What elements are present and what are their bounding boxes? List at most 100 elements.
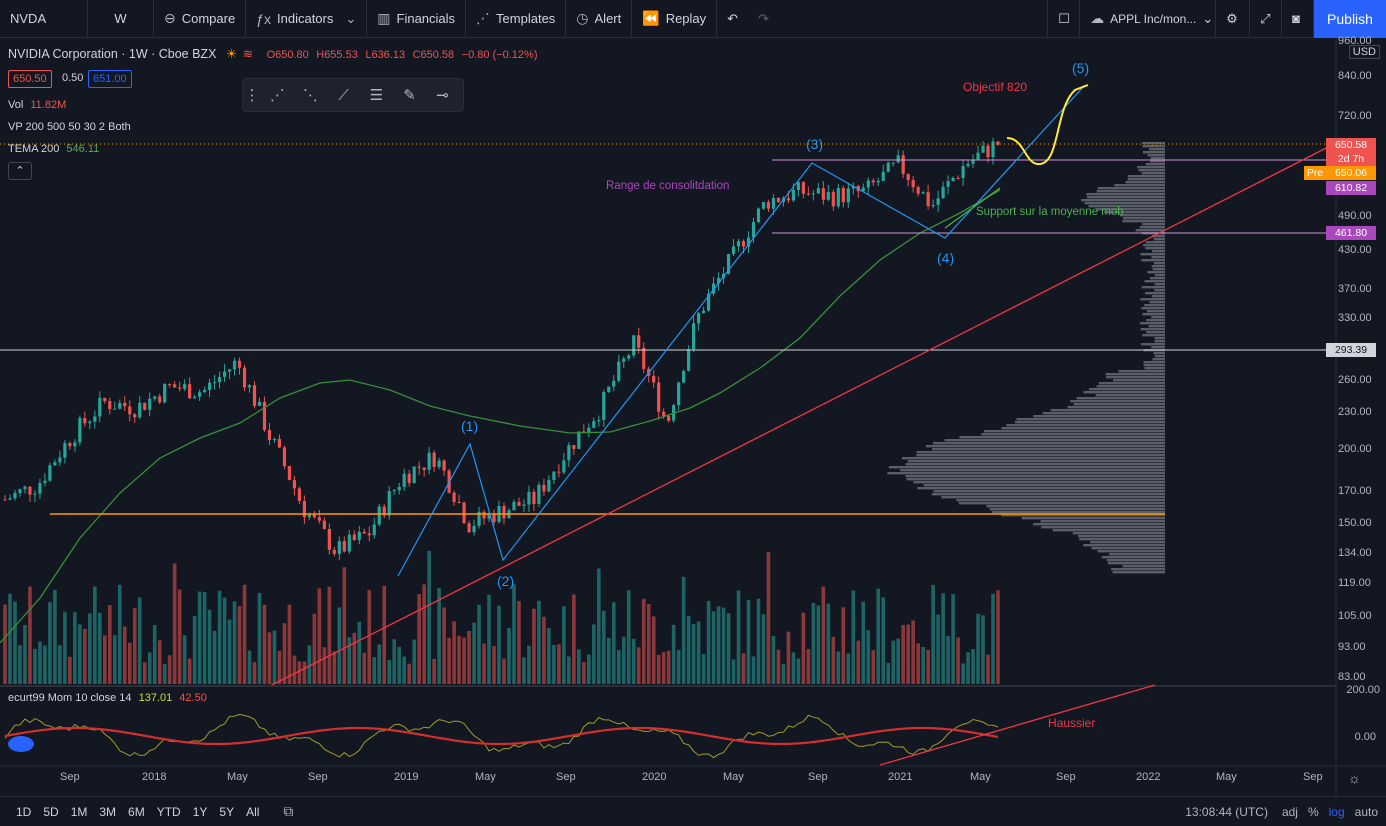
green-support-line[interactable]	[944, 187, 1001, 229]
volume-bar	[452, 621, 456, 684]
candle-body	[986, 145, 990, 158]
horizontal-lines-icon[interactable]: ☰	[369, 87, 384, 104]
volume-profile-row	[1153, 238, 1165, 241]
elliott-wave-path[interactable]	[397, 84, 1086, 577]
indicators-button[interactable]: ƒx Indicators ⌄	[246, 0, 368, 38]
haussier-trendline[interactable]	[879, 684, 1156, 766]
clock[interactable]: 13:08:44 (UTC)	[1185, 804, 1268, 819]
candlesticks	[3, 137, 1000, 561]
candle-body	[297, 488, 302, 502]
timeframe-ytd[interactable]: YTD	[156, 804, 181, 819]
candle-body	[477, 511, 481, 526]
snapshot-button[interactable]: ◙	[1282, 0, 1315, 38]
log-toggle[interactable]: log	[1328, 804, 1345, 819]
drag-handle-icon[interactable]: ⋮	[244, 87, 260, 104]
wave-1-label[interactable]: (1)	[461, 418, 479, 434]
objective-label[interactable]: Objectif 820	[963, 80, 1028, 94]
timeframe-1d[interactable]: 1D	[16, 804, 32, 819]
vol-label: Vol	[8, 99, 24, 111]
timeframe-6m[interactable]: 6M	[128, 804, 145, 819]
timeframe-3m[interactable]: 3M	[99, 804, 117, 819]
volume-profile-row	[1142, 223, 1165, 226]
financials-button[interactable]: ▥ Financials	[367, 0, 467, 38]
currency-label[interactable]: USD	[1348, 45, 1380, 59]
chart-legend: NVIDIA Corporation · 1W · Cboe BZX ☀ ≋ O…	[8, 46, 538, 61]
haussier-label[interactable]: Haussier	[1048, 716, 1096, 730]
volume-bar	[736, 590, 741, 684]
logo-icon[interactable]	[8, 736, 34, 752]
candle-body	[687, 349, 691, 371]
volume-profile-row	[1142, 151, 1165, 154]
candle-body	[252, 385, 257, 406]
volume-profile-row	[1083, 544, 1165, 547]
consolidation-label[interactable]: Range de consolitdation	[606, 180, 730, 192]
volume-bar	[33, 648, 37, 684]
wave-5-label[interactable]: (5)	[1072, 60, 1090, 76]
volume-profile-row	[958, 502, 1165, 505]
settings-button[interactable]: ⚙	[1216, 0, 1251, 38]
oscillator-legend[interactable]: ecurt99 Mom 10 close 14 137.01 42.50	[8, 692, 207, 704]
templates-button[interactable]: ⋰ Templates	[466, 0, 567, 38]
candle-body	[517, 501, 521, 506]
red-trendline[interactable]	[269, 142, 1337, 687]
vp-legend[interactable]: VP 200 500 50 30 2 Both	[8, 121, 131, 133]
wave-3-label[interactable]: (3)	[806, 136, 824, 152]
date-range-icon[interactable]: ⧉	[283, 803, 294, 819]
alarm-clock-icon: ◷	[576, 10, 589, 26]
adj-toggle[interactable]: adj	[1281, 804, 1298, 819]
percent-toggle[interactable]: %	[1307, 804, 1319, 819]
redo-button[interactable]: ↷	[748, 0, 1049, 38]
brush-icon[interactable]: ✎	[403, 87, 416, 104]
interval-button[interactable]: W	[88, 0, 154, 38]
candle-body	[492, 513, 496, 523]
price-chart[interactable]	[0, 38, 1386, 796]
candle-body	[168, 384, 172, 386]
timeframe-all[interactable]: All	[246, 804, 260, 819]
timeframe-1y[interactable]: 1Y	[192, 804, 208, 819]
tema-legend[interactable]: TEMA 200 546.11	[8, 143, 99, 155]
expand-button[interactable]: ⤢	[1250, 0, 1283, 38]
timeframe-1m[interactable]: 1M	[70, 804, 88, 819]
volume-bar	[771, 635, 776, 684]
timeframe-5d[interactable]: 5D	[43, 804, 59, 819]
ask-value: 651.00	[93, 73, 127, 85]
buy-price-box[interactable]: 651.00	[88, 70, 132, 88]
volume-bar	[562, 606, 566, 684]
layout-dropdown[interactable]: ☁ APPL Inc/mon... ⌄	[1080, 0, 1217, 38]
volume-profile-row	[1154, 283, 1165, 286]
collapse-legend-button[interactable]: ⌃	[8, 162, 32, 180]
volume-bar	[28, 586, 32, 684]
support-label[interactable]: Support sur la moyenne mob	[976, 206, 1124, 218]
timeframe-5y[interactable]: 5Y	[219, 804, 235, 819]
volume-bar	[73, 612, 77, 684]
symbol-search[interactable]: NVDA	[0, 0, 88, 38]
sell-price-box[interactable]: 650.50	[8, 70, 52, 88]
elliott-correction-icon[interactable]: ⋱	[303, 87, 318, 104]
time-tick-1: 2018	[142, 771, 167, 783]
candle-body	[602, 392, 606, 420]
alert-button[interactable]: ◷ Alert	[566, 0, 633, 38]
volume-bar	[58, 645, 62, 684]
volume-bar	[462, 637, 466, 684]
horizontal-ray-icon[interactable]: ⊸	[436, 87, 449, 104]
volume-profile-row	[1140, 298, 1165, 301]
candle-body	[412, 466, 416, 483]
volume-profile-row	[1125, 181, 1165, 184]
wave-2-label[interactable]: (2)	[497, 573, 515, 589]
templates-icon: ⋰	[476, 10, 491, 26]
replay-button[interactable]: ⏪ Replay	[632, 0, 718, 38]
elliott-impulse-icon[interactable]: ⋰	[270, 87, 285, 104]
volume-legend[interactable]: Vol 11.82M	[8, 99, 66, 111]
candle-body	[3, 499, 7, 501]
wave-4-label[interactable]: (4)	[937, 250, 955, 266]
fullscreen-toggle[interactable]: ☐	[1048, 0, 1081, 38]
volume-bar	[696, 621, 701, 684]
objective-curve[interactable]	[1006, 84, 1089, 165]
undo-button[interactable]: ↶	[717, 0, 748, 38]
candle-body	[846, 188, 850, 203]
trendline-icon[interactable]: ⟋	[338, 86, 349, 104]
axis-settings-icon[interactable]: ☼	[1348, 770, 1361, 786]
auto-toggle[interactable]: auto	[1354, 804, 1378, 819]
publish-button[interactable]: Publish	[1314, 0, 1386, 38]
compare-button[interactable]: ⊖ Compare	[154, 0, 247, 38]
